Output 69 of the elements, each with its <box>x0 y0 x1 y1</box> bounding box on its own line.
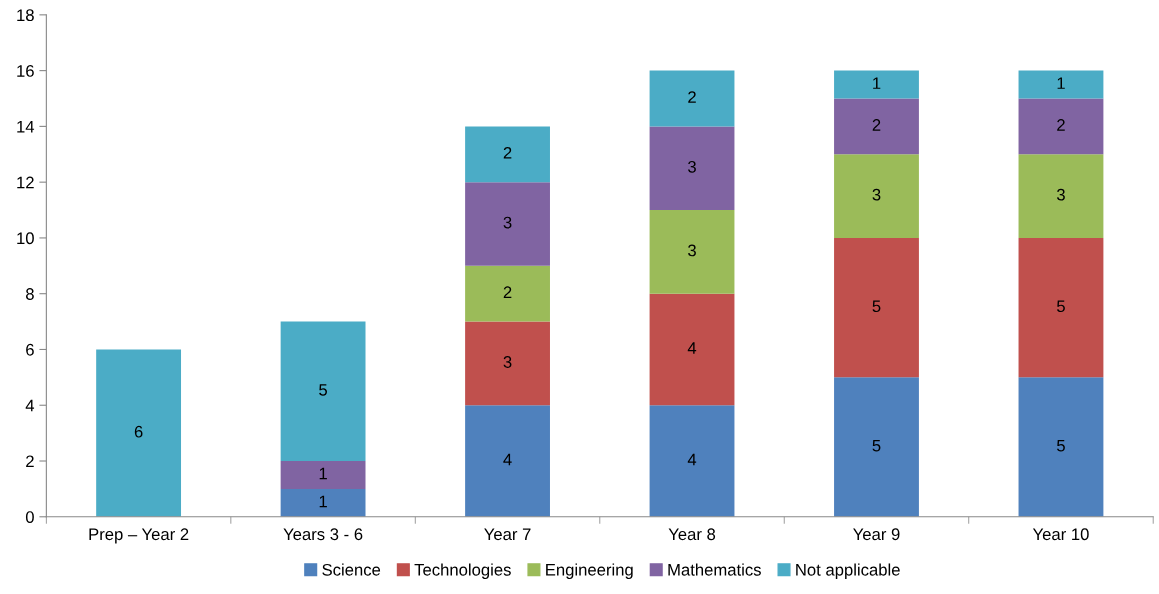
data-label: 2 <box>503 146 512 159</box>
bar <box>280 488 366 517</box>
bar <box>834 237 919 378</box>
data-label: 3 <box>688 160 696 173</box>
bar <box>834 98 919 155</box>
bar <box>834 377 919 517</box>
data-label: 2 <box>1057 119 1065 131</box>
x-tick-label: Year 7 <box>484 528 531 541</box>
data-label: 3 <box>688 244 696 257</box>
bar <box>96 349 182 517</box>
y-tick-label: 4 <box>25 399 35 412</box>
data-label: 1 <box>319 495 327 508</box>
bar <box>1018 377 1104 517</box>
y-tick-label: 18 <box>17 9 34 22</box>
x-tick-label: Prep – Year 2 <box>89 528 189 544</box>
bar <box>1018 70 1104 99</box>
y-tick-label: 8 <box>26 288 34 300</box>
data-label: 3 <box>503 356 512 368</box>
bar <box>1018 98 1104 155</box>
data-label: 4 <box>503 453 512 466</box>
data-label: 4 <box>687 453 697 466</box>
bar <box>465 321 550 406</box>
data-label: 5 <box>1057 439 1065 452</box>
y-tick-label: 12 <box>17 176 34 189</box>
bar <box>649 210 735 294</box>
data-label: 3 <box>503 216 512 229</box>
legend-label: Technologies <box>414 563 511 579</box>
data-label: 1 <box>873 77 881 89</box>
data-label: 2 <box>688 91 696 103</box>
x-tick-label: Year 9 <box>853 528 900 541</box>
data-label: 5 <box>872 439 881 452</box>
bar <box>465 182 550 266</box>
bar <box>649 70 735 127</box>
data-label: 2 <box>872 119 881 131</box>
x-tick-label: Year 8 <box>668 528 716 541</box>
data-label: 3 <box>1056 188 1065 201</box>
data-label: 5 <box>319 384 328 396</box>
bar <box>834 70 919 99</box>
y-tick-label: 2 <box>26 455 34 468</box>
bar <box>465 265 550 322</box>
legend-label: Not applicable <box>796 563 900 579</box>
data-label: 5 <box>1057 300 1065 313</box>
data-label: 1 <box>1057 77 1065 89</box>
data-label: 3 <box>872 188 881 201</box>
legend-label: Engineering <box>546 563 633 579</box>
legend-label: Science <box>322 563 381 576</box>
bar <box>465 405 550 517</box>
y-tick-label: 14 <box>17 120 35 133</box>
bar <box>1018 154 1104 238</box>
data-label: 6 <box>134 425 143 438</box>
data-label: 2 <box>503 286 512 299</box>
bar <box>1018 237 1104 378</box>
bar <box>649 405 735 517</box>
bar <box>649 126 735 211</box>
bar <box>834 154 919 238</box>
x-tick-label: Years 3 - 6 <box>283 528 363 541</box>
data-label: 4 <box>687 342 697 354</box>
data-label: 1 <box>319 467 327 480</box>
bar <box>465 126 550 183</box>
y-tick-label: 16 <box>17 65 34 77</box>
bar <box>280 321 366 462</box>
bar <box>649 293 735 406</box>
legend-label: Mathematics <box>668 563 761 576</box>
bar <box>280 461 366 489</box>
y-tick-label: 0 <box>25 511 34 523</box>
x-tick-label: Year 10 <box>1032 528 1089 541</box>
data-label: 5 <box>872 300 881 313</box>
y-tick-label: 6 <box>26 343 34 356</box>
y-tick-label: 10 <box>17 232 34 245</box>
